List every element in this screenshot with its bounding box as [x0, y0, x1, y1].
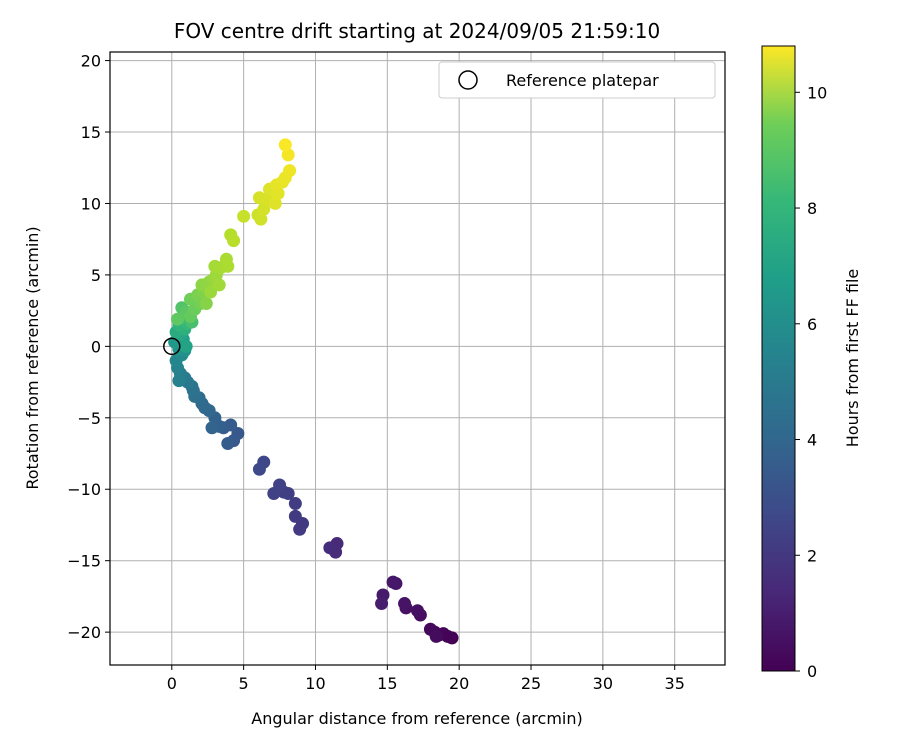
data-point	[267, 487, 281, 501]
data-point	[278, 138, 292, 152]
data-point	[293, 522, 307, 536]
plot-frame	[109, 51, 726, 666]
data-point	[171, 312, 185, 326]
colorbar-label: Hours from first FF file	[843, 269, 862, 448]
data-point	[386, 575, 400, 589]
data-point	[205, 421, 219, 435]
data-point	[254, 212, 268, 226]
data-point	[323, 541, 337, 555]
colorbar-tick-label: 4	[807, 431, 817, 450]
y-tick-label: 10	[81, 194, 101, 213]
colorbar: 0 2 4 6 8 10 Hours from first FF file	[761, 45, 862, 681]
data-point	[411, 604, 424, 618]
y-axis-ticks: −20 −15 −10 −5 0 5 10 15 20	[67, 52, 110, 642]
y-tick-label: 5	[91, 266, 101, 285]
colorbar-gradient	[761, 45, 796, 672]
colorbar-tick-label: 8	[807, 199, 817, 218]
x-tick-label: 30	[593, 674, 613, 693]
data-point	[252, 462, 266, 476]
data-point	[221, 437, 235, 451]
legend: Reference platepar	[438, 61, 716, 99]
y-axis-label: Rotation from reference (arcmin)	[23, 226, 42, 489]
data-point	[375, 597, 389, 611]
data-point	[227, 234, 241, 248]
x-tick-label: 20	[449, 674, 469, 693]
reference-platepar-marker	[163, 337, 181, 356]
data-point	[281, 148, 295, 162]
grid-lines	[110, 52, 725, 665]
data-point	[212, 278, 226, 292]
data-point	[288, 497, 302, 511]
x-tick-label: 5	[239, 674, 249, 693]
y-tick-label: −5	[77, 409, 101, 428]
y-tick-label: −10	[67, 480, 101, 499]
data-point	[288, 509, 302, 523]
x-tick-label: 15	[377, 674, 397, 693]
colorbar-tick-label: 6	[807, 315, 817, 334]
data-point	[179, 339, 193, 353]
colorbar-tick-label: 10	[807, 83, 827, 102]
y-tick-label: −15	[67, 552, 101, 571]
y-tick-label: 0	[91, 337, 101, 356]
legend-box	[438, 61, 716, 99]
colorbar-ticks: 0 2 4 6 8 10	[795, 83, 827, 681]
colorbar-tick-label: 0	[807, 662, 817, 681]
data-points	[163, 138, 459, 645]
data-point	[204, 285, 218, 299]
x-tick-label: 0	[167, 674, 177, 693]
data-point	[172, 374, 186, 388]
x-tick-label: 35	[665, 674, 685, 693]
legend-label: Reference platepar	[506, 71, 659, 90]
y-tick-label: 20	[81, 52, 101, 71]
data-point	[199, 296, 213, 310]
y-tick-label: 15	[81, 123, 101, 142]
data-point	[429, 629, 443, 643]
chart-title: FOV centre drift starting at 2024/09/05 …	[174, 19, 660, 43]
data-point	[221, 259, 235, 273]
colorbar-tick-label: 2	[807, 546, 817, 565]
y-tick-label: −20	[67, 623, 101, 642]
data-point	[237, 209, 251, 223]
data-point	[283, 164, 297, 178]
data-point	[398, 597, 412, 611]
data-point	[257, 202, 271, 216]
x-tick-label: 10	[305, 674, 325, 693]
x-axis-ticks: 0 5 10 15 20 25 30 35	[167, 665, 685, 693]
data-point	[268, 196, 282, 210]
legend-marker	[458, 70, 478, 90]
x-tick-label: 25	[521, 674, 541, 693]
x-axis-label: Angular distance from reference (arcmin)	[251, 709, 582, 728]
